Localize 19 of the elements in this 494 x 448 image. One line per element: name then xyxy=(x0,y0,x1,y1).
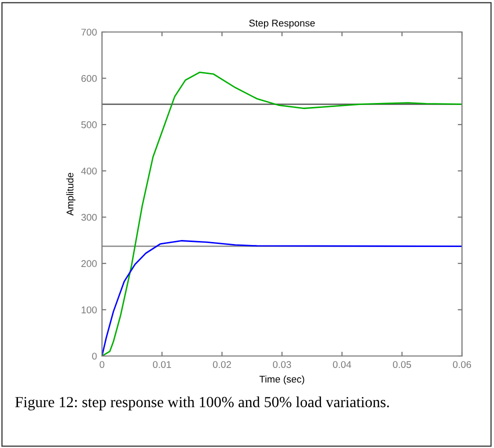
chart-title: Step Response xyxy=(249,20,315,28)
x-tick-label: 0.01 xyxy=(152,361,171,368)
y-tick-label: 700 xyxy=(81,28,97,36)
x-tick-label: 0.04 xyxy=(332,361,352,368)
y-tick-label: 100 xyxy=(82,306,97,314)
x-tick-label: 0.05 xyxy=(392,361,412,368)
x-tick-label: 0.02 xyxy=(212,361,231,368)
x-tick-label: 0.06 xyxy=(452,361,472,368)
caption: Figure 12: step response with 100% and 50% load variations. xyxy=(15,396,389,410)
y-axis-title: Amplitude xyxy=(66,172,76,216)
y-tick-label: 500 xyxy=(81,121,97,128)
x-tick-label: 0 xyxy=(100,361,104,368)
x-axis-title: Time (sec) xyxy=(259,375,304,385)
y-tick-label: 300 xyxy=(81,214,97,221)
y-tick-label: 400 xyxy=(81,168,97,174)
y-tick-label: 600 xyxy=(81,75,97,82)
y-tick-label: 200 xyxy=(81,260,97,268)
x-tick-label: 0.03 xyxy=(272,361,292,368)
y-tick-label: 0 xyxy=(92,352,97,360)
